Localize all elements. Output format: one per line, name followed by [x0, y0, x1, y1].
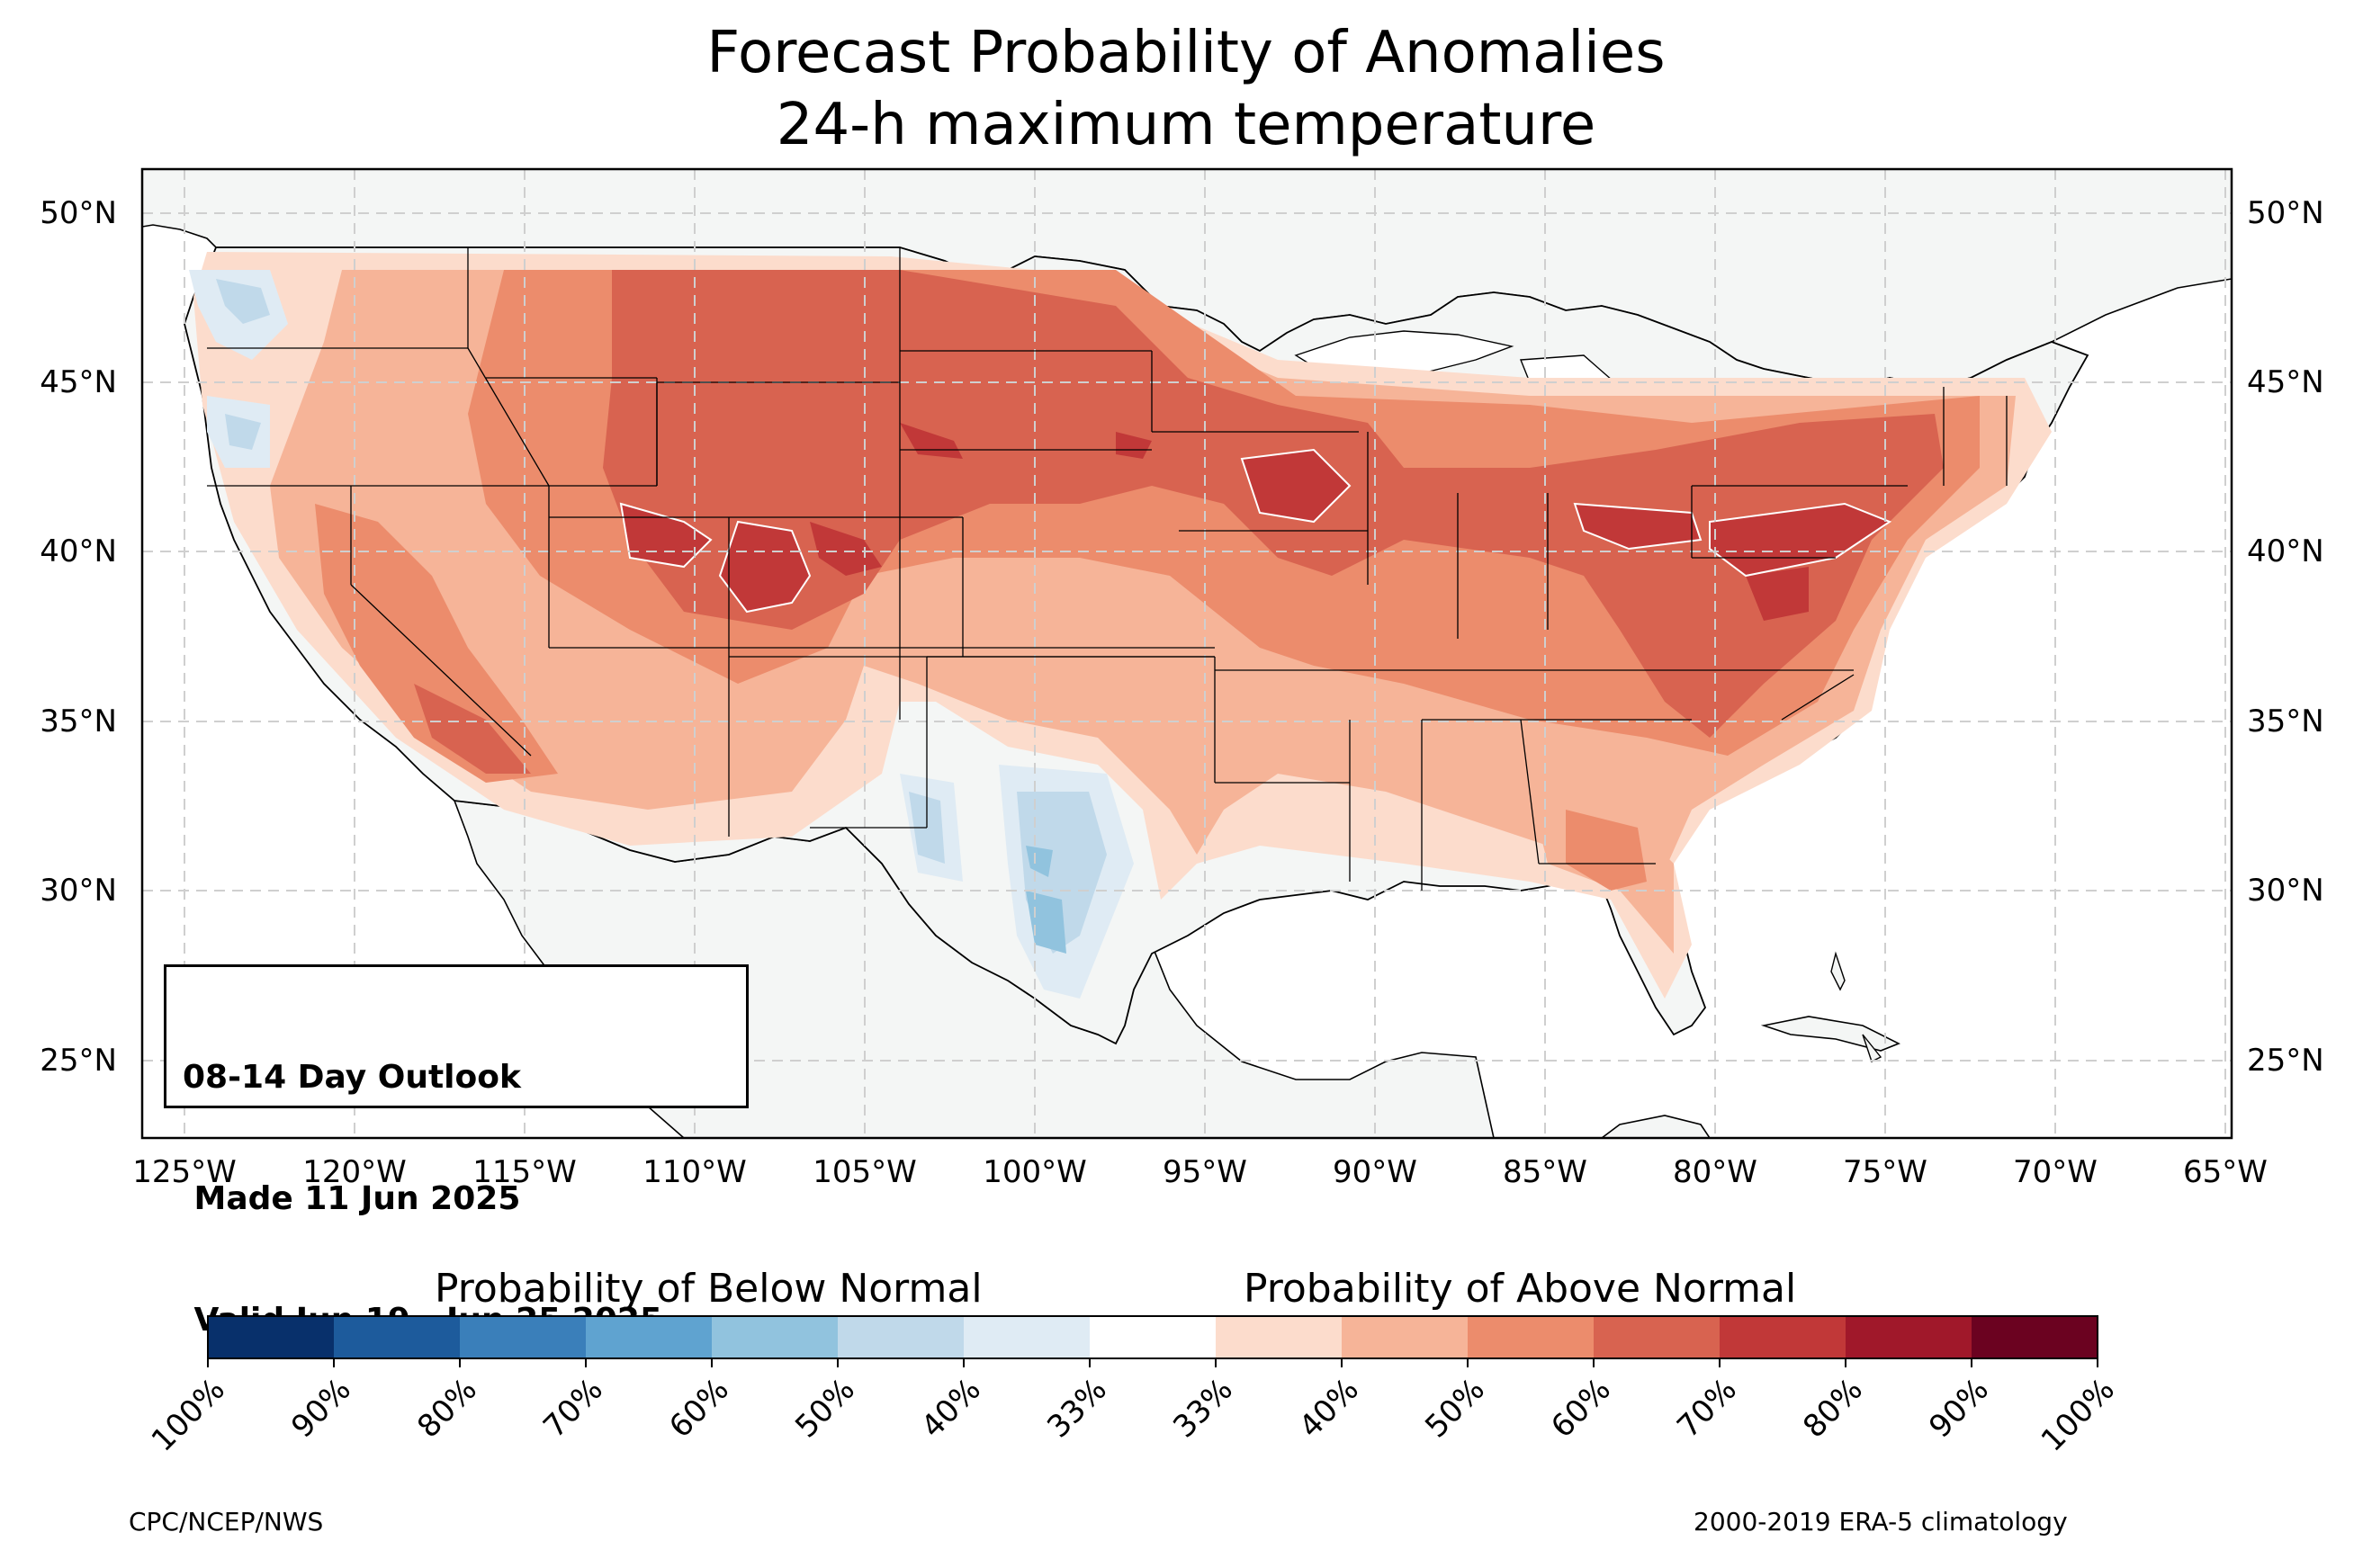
lat-label-left: 35°N: [40, 703, 117, 739]
lat-label-left: 25°N: [40, 1043, 117, 1079]
lat-label-left: 50°N: [40, 195, 117, 231]
colorbar-above-title: Probability of Above Normal: [1244, 1266, 1797, 1312]
lon-label: 100°W: [983, 1154, 1087, 1190]
colorbar-cell: [1468, 1316, 1595, 1358]
colorbar-cell: [334, 1316, 461, 1358]
below-normal-shading: [189, 270, 1134, 999]
lat-label-right: 30°N: [2247, 873, 2324, 909]
colorbar-cell: [1846, 1316, 1972, 1358]
made-date: Made 11 Jun 2025: [183, 1180, 521, 1217]
lat-label-left: 40°N: [40, 533, 117, 569]
lon-label: 80°W: [1673, 1154, 1757, 1190]
outlook-period: 08-14 Day Outlook: [183, 1059, 521, 1096]
credit-left: CPC/NCEP/NWS: [129, 1507, 324, 1537]
lon-label: 70°W: [2013, 1154, 2098, 1190]
probability-contours: [619, 448, 1892, 614]
lon-label: 75°W: [1843, 1154, 1927, 1190]
colorbar-cell: [1342, 1316, 1469, 1358]
colorbar-cell: [1216, 1316, 1343, 1358]
lat-label-right: 50°N: [2247, 195, 2324, 231]
lon-label: 65°W: [2183, 1154, 2268, 1190]
colorbar-cell: [712, 1316, 839, 1358]
lon-label: 90°W: [1333, 1154, 1417, 1190]
state-borders: [207, 247, 2008, 891]
lon-label: 125°W: [132, 1154, 237, 1190]
yucatan-landmass: [1600, 1115, 1711, 1138]
colorbar-cell: [1090, 1316, 1217, 1358]
lat-label-left: 30°N: [40, 873, 117, 909]
lon-label: 95°W: [1163, 1154, 1247, 1190]
colorbar-cell: [460, 1316, 587, 1358]
above-normal-70-80: [621, 423, 1890, 621]
colorbar-cell: [1720, 1316, 1846, 1358]
lat-label-right: 45°N: [2247, 364, 2324, 400]
lon-label: 85°W: [1503, 1154, 1587, 1190]
lat-label-right: 25°N: [2247, 1043, 2324, 1079]
map-title: Forecast Probability of Anomalies: [706, 20, 1666, 86]
map-frame: [140, 167, 2233, 1140]
lon-label: 115°W: [472, 1154, 577, 1190]
colorbar-cell: [838, 1316, 965, 1358]
map-subtitle: 24-h maximum temperature: [776, 92, 1596, 158]
lon-label: 110°W: [642, 1154, 747, 1190]
lon-label: 120°W: [302, 1154, 407, 1190]
colorbar-frame: [207, 1315, 2098, 1359]
colorbar-below-title: Probability of Below Normal: [435, 1266, 983, 1312]
colorbar-cell: [964, 1316, 1091, 1358]
credit-right: 2000-2019 ERA-5 climatology: [1694, 1507, 2068, 1537]
lat-label-left: 45°N: [40, 364, 117, 400]
bahamas-islands: [1830, 951, 1882, 1062]
lon-label: 105°W: [813, 1154, 917, 1190]
colorbar-cell: [586, 1316, 713, 1358]
colorbar-cell: [208, 1316, 335, 1358]
lat-label-right: 40°N: [2247, 533, 2324, 569]
colorbar-cell: [1594, 1316, 1721, 1358]
lat-label-right: 35°N: [2247, 703, 2324, 739]
colorbar-cell: [1972, 1316, 2098, 1358]
